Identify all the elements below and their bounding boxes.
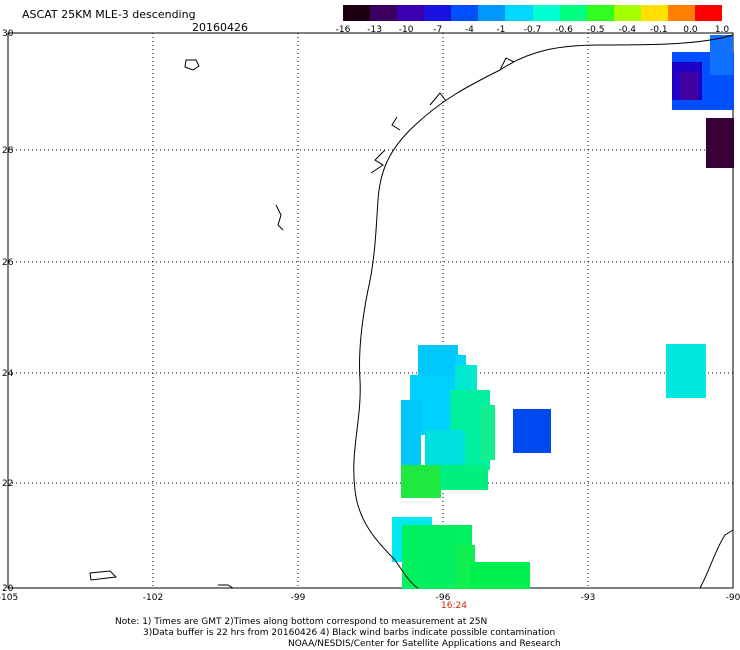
color-scale-label: -0.5 (586, 25, 605, 35)
color-scale-segment (370, 5, 398, 21)
swath-teal-right (455, 365, 477, 395)
color-scale-label: 0.0 (683, 25, 698, 35)
color-scale-label: -1 (496, 25, 506, 35)
inland-lake-3 (89, 570, 118, 581)
color-scale-label: -0.4 (618, 25, 637, 35)
color-scale-label: -0.1 (650, 25, 668, 35)
y-tick-label: 30 (2, 29, 14, 39)
color-scale-label: -16 (335, 25, 351, 35)
swath-cyan-right (666, 344, 706, 398)
swath-green-bottom-right (440, 465, 488, 490)
swath-darkpurple-top-right (706, 118, 734, 168)
note-line-3: NOAA/NESDIS/Center for Satellite Applica… (288, 639, 561, 649)
swath-green-lower-tail (470, 562, 530, 589)
inland-lake-4 (218, 584, 234, 589)
color-scale-label: -13 (367, 25, 382, 35)
color-scale-segment (532, 5, 560, 21)
x-axis-labels: -105 -102 -99 -96 -93 -90 (0, 593, 740, 603)
wind-data-cells (392, 35, 734, 589)
y-tick-label: 20 (2, 584, 14, 594)
product-title: ASCAT 25KM MLE-3 descending (22, 8, 196, 21)
x-tick-label: -93 (581, 593, 596, 603)
coastline (89, 34, 734, 589)
y-axis-labels: 30 28 26 24 22 20 (2, 29, 14, 594)
color-scale-segment (613, 5, 641, 21)
color-scale-segment (397, 5, 425, 21)
y-tick-label: 28 (2, 146, 14, 156)
swath-teal-center (425, 430, 465, 470)
inland-lake-1 (184, 59, 200, 71)
note-line-1: Note: 1) Times are GMT 2)Times along bot… (115, 617, 488, 627)
y-tick-label: 24 (2, 369, 14, 379)
y-tick-label: 26 (2, 258, 14, 268)
color-scale-segment (505, 5, 533, 21)
swath-cyan-left (401, 400, 421, 470)
color-scale-label: 1.0 (714, 25, 730, 35)
grid-lines (8, 33, 733, 588)
color-scale-label: -7 (433, 25, 443, 35)
color-scale-segment (695, 5, 723, 21)
y-tick-label: 22 (2, 479, 13, 489)
swath-cyan-top (418, 345, 458, 375)
color-scale-label: -0.6 (555, 25, 573, 35)
color-scale-label: -0.7 (523, 25, 542, 35)
swath-green-bottom (401, 465, 441, 498)
x-tick-label: -96 (436, 593, 451, 603)
gulf-coast-line (353, 34, 734, 589)
swath-blue-light-top-right (710, 35, 733, 75)
color-scale-segment (667, 5, 696, 21)
swath-blue-patch (513, 409, 551, 453)
color-scale-segment (424, 5, 452, 21)
note-line-2: 3)Data buffer is 22 hrs from 20160426 4)… (143, 628, 556, 638)
x-tick-label: -102 (143, 593, 163, 603)
texas-bays (370, 57, 515, 174)
swath-green-edge (480, 405, 495, 460)
x-tick-label: -105 (0, 593, 18, 603)
plot-frame (7, 32, 734, 589)
x-tick-label: -90 (726, 593, 740, 603)
color-scale-segment (640, 5, 668, 21)
color-scale-bar (343, 5, 723, 21)
x-tick-label: -99 (291, 593, 306, 603)
color-scale-label: -4 (464, 25, 474, 35)
color-scale-segment (343, 5, 371, 21)
product-date: 20160426 (192, 21, 248, 34)
color-scale-label: -10 (398, 25, 414, 35)
swath-purple-top-right (680, 72, 698, 100)
time-label: 16:24 (441, 601, 467, 611)
color-scale-segment (559, 5, 587, 21)
color-scale-labels: -16 -13 -10 -7 -4 -1 -0.7 -0.6 -0.5 -0.4 -0.1 0.0 1.… (333, 25, 733, 37)
color-scale-segment (478, 5, 506, 21)
mexico-coast-east (699, 529, 734, 589)
color-scale-segment (451, 5, 479, 21)
inland-lake-2 (275, 204, 284, 231)
color-scale-segment (586, 5, 614, 21)
